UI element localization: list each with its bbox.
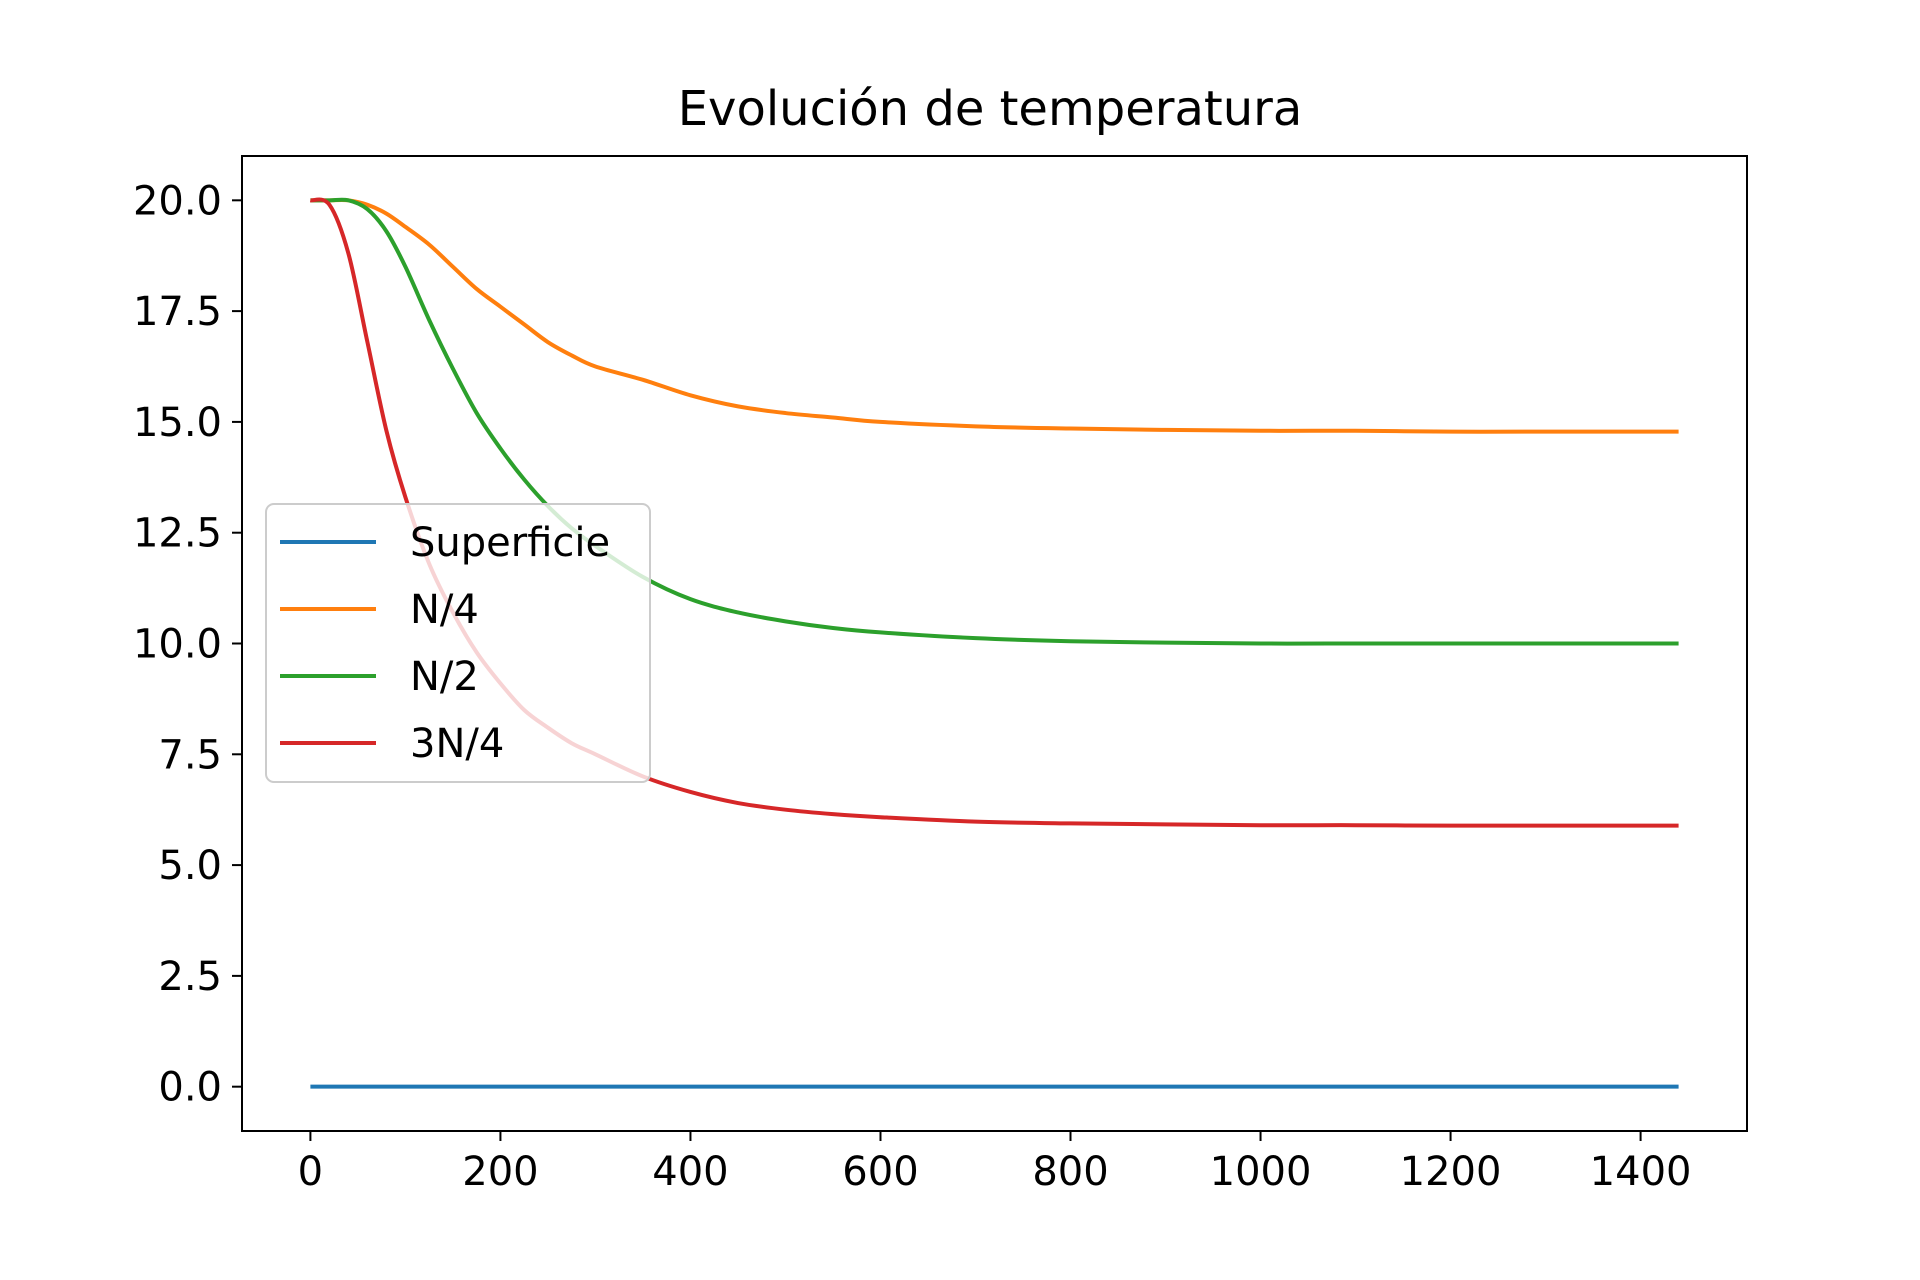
x-tick-label: 1200 — [1400, 1149, 1502, 1195]
x-tick-label: 800 — [1032, 1149, 1108, 1195]
y-tick-label: 20.0 — [133, 178, 222, 224]
y-tick-label: 5.0 — [158, 843, 222, 889]
legend-label: N/4 — [410, 587, 479, 633]
y-axis: 0.0 2.5 5.0 7.5 10.0 12.5 15.0 17.5 20.0 — [133, 178, 242, 1111]
y-tick-label: 15.0 — [133, 400, 222, 446]
y-tick-label: 0.0 — [158, 1065, 222, 1111]
y-tick-label: 12.5 — [133, 511, 222, 557]
x-tick-label: 400 — [652, 1149, 728, 1195]
legend-label: 3N/4 — [410, 721, 504, 767]
y-tick-label: 7.5 — [158, 732, 222, 778]
x-tick-label: 600 — [842, 1149, 918, 1195]
legend-label: N/2 — [410, 654, 479, 700]
x-axis: 0 200 400 600 800 1000 1200 1400 — [298, 1131, 1692, 1195]
x-tick-label: 200 — [462, 1149, 538, 1195]
chart-title: Evolución de temperatura — [678, 81, 1303, 137]
series-line-3 — [310, 197, 1679, 646]
x-tick-label: 1000 — [1210, 1149, 1312, 1195]
y-tick-label: 2.5 — [158, 954, 222, 1000]
y-tick-label: 10.0 — [133, 622, 222, 668]
y-tick-label: 17.5 — [133, 289, 222, 335]
legend-label: Superficie — [410, 520, 610, 566]
x-tick-label: 1400 — [1590, 1149, 1692, 1195]
legend: Superficie N/4 N/2 3N/4 — [265, 503, 651, 783]
x-tick-label: 0 — [298, 1149, 323, 1195]
legend-box — [265, 503, 651, 783]
series-line-2 — [310, 197, 1679, 434]
